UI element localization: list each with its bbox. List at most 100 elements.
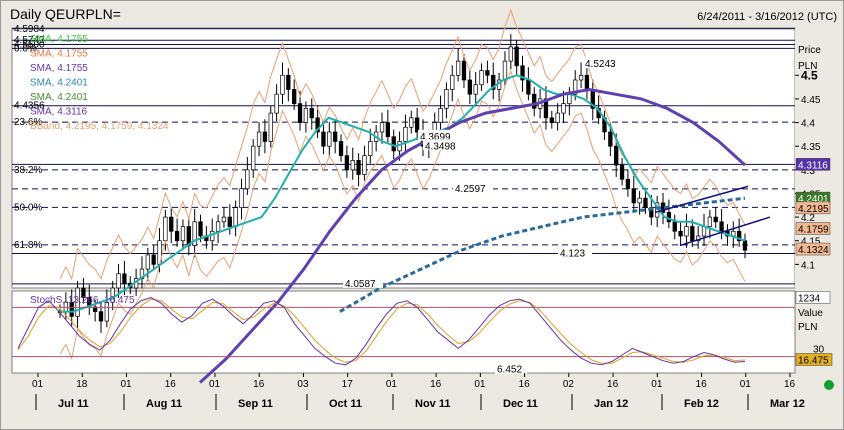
stoch-axis-currency: PLN — [798, 322, 817, 333]
candle-body — [444, 89, 449, 109]
price-panel[interactable] — [11, 27, 796, 289]
price-badge — [795, 242, 831, 256]
candle-body — [192, 221, 197, 246]
candle-body — [719, 221, 724, 232]
candle-body — [479, 70, 484, 86]
candle-body — [309, 108, 314, 119]
level-label: 23.6% — [14, 117, 42, 128]
candle-body — [151, 254, 156, 265]
level-label: 61.8% — [14, 240, 42, 251]
month-label: Sep 11 — [238, 398, 273, 410]
inline-label-bg — [558, 246, 592, 258]
candle-body — [619, 164, 625, 180]
y-tick-label: 4.45 — [801, 95, 821, 106]
candle-body — [614, 145, 619, 166]
candle-body — [104, 301, 109, 322]
candle-body — [736, 230, 742, 242]
x-day-label: 16 — [253, 379, 265, 390]
candle-body — [69, 301, 74, 317]
bband-lower-line — [59, 69, 746, 360]
legend-entry: SMA, 4.2401 — [30, 92, 88, 103]
month-label: Jul 11 — [58, 398, 89, 410]
stoch-inline-label: 6.452 — [497, 365, 522, 376]
candle-body — [707, 216, 713, 227]
candle-body — [350, 160, 355, 171]
x-day-label: 18 — [76, 379, 88, 390]
candle-body — [98, 311, 104, 322]
candle-body — [344, 155, 350, 171]
candle-body — [643, 197, 648, 208]
candle-body — [321, 131, 326, 147]
inline-label-bg — [343, 276, 383, 288]
candle-body — [227, 216, 232, 227]
candle-body — [701, 226, 707, 237]
x-day-label: 02 — [563, 379, 575, 390]
candle-body — [198, 221, 203, 237]
candle-body — [368, 141, 373, 156]
x-day-label: 16 — [607, 379, 619, 390]
candle-body — [491, 74, 496, 90]
price-badge-label: 4.2401 — [798, 194, 829, 205]
candle-body — [549, 117, 554, 123]
candle-body — [713, 216, 718, 223]
candle-body — [286, 74, 291, 90]
x-day-label: 01 — [474, 379, 486, 390]
level-label: 4.5984 — [14, 24, 45, 35]
axis-title-currency: PLN — [798, 61, 817, 72]
candle-body — [215, 221, 221, 232]
candle-body — [473, 84, 478, 95]
candle-body — [520, 65, 525, 81]
candle-body — [625, 178, 631, 190]
candle-body — [637, 197, 642, 204]
candle-body — [315, 117, 320, 133]
inline-label-bg — [423, 139, 463, 151]
candle-body — [696, 235, 701, 242]
price-badge — [795, 222, 831, 235]
status-dot[interactable] — [824, 380, 834, 390]
y-tick-label: 4.35 — [801, 142, 821, 153]
x-day-label: 16 — [519, 379, 531, 390]
candle-body — [356, 160, 361, 175]
month-label: Oct 11 — [329, 398, 362, 410]
candle-body — [122, 273, 127, 284]
candle-body — [245, 169, 250, 190]
candle-body — [567, 93, 572, 104]
price-badge-label: 4.1324 — [798, 245, 829, 256]
candle-body — [461, 60, 467, 81]
level-label: 50.0% — [14, 202, 42, 213]
date-range: 6/24/2011 - 3/16/2012 (UTC) — [697, 11, 837, 23]
inline-label-bg — [453, 181, 493, 193]
inline-label-bg — [583, 56, 623, 68]
y-tick-label: 4.3 — [801, 166, 815, 177]
candle-body — [578, 74, 584, 81]
candle-body — [210, 230, 215, 242]
stoch-inline-bg — [495, 362, 527, 374]
candle-body — [81, 287, 86, 298]
legend-entry: BBand, 4.2195, 4.1759, 4.1324 — [30, 121, 169, 132]
price-badge-label: 4.1759 — [798, 224, 829, 235]
level-label: 38.2% — [14, 165, 42, 176]
price-badge-label: 1234 — [798, 293, 821, 304]
y-tick-label: 4.15 — [801, 237, 821, 248]
x-day-label: 01 — [32, 379, 44, 390]
candle-body — [532, 93, 537, 109]
candle-body — [268, 112, 273, 142]
legend-entry: SMA, 4.1755 — [30, 34, 88, 45]
x-day-label: 16 — [784, 379, 796, 390]
month-label: Feb 12 — [684, 398, 719, 410]
inline-value-label: 4.0587 — [345, 279, 376, 290]
candle-body — [262, 131, 268, 142]
candle-body — [110, 287, 115, 303]
sma-200-line — [198, 87, 747, 384]
candle-body — [455, 60, 461, 76]
x-day-label: 01 — [209, 379, 221, 390]
month-label: Jan 12 — [594, 398, 628, 410]
candle-body — [256, 131, 262, 147]
candle-body — [584, 74, 590, 90]
candle-body — [327, 131, 332, 147]
inline-value-label: 4.5243 — [585, 59, 616, 70]
candle-body — [502, 60, 508, 81]
level-label: 4.5500 — [14, 40, 45, 51]
candle-body — [180, 226, 186, 242]
